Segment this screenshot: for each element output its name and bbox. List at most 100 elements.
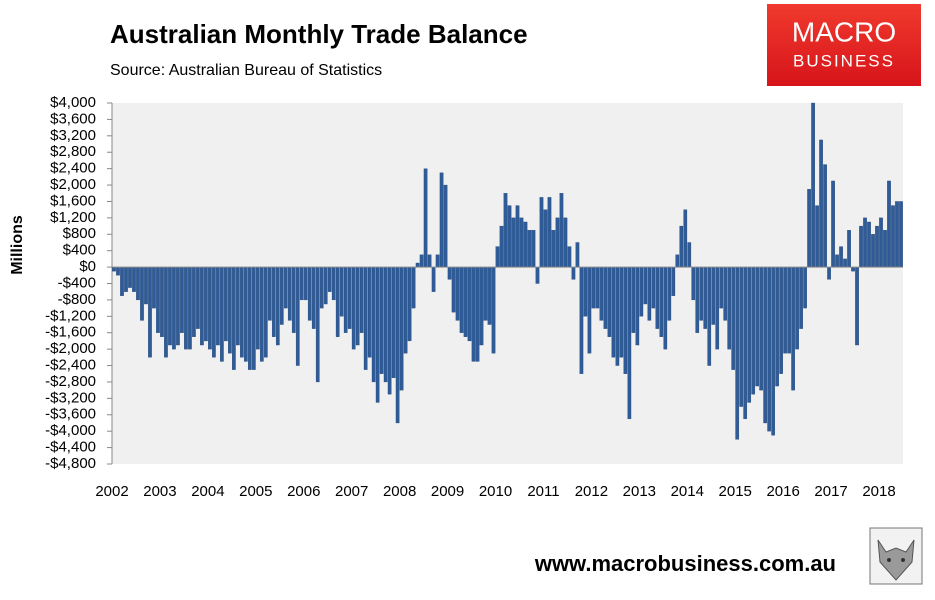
bar xyxy=(483,266,488,321)
bar xyxy=(427,254,432,268)
bar xyxy=(315,266,320,383)
bar xyxy=(651,266,656,309)
bar xyxy=(787,266,791,354)
y-tick-label: $2,000 xyxy=(50,176,96,193)
bar xyxy=(807,188,811,268)
bar xyxy=(327,266,332,292)
bar xyxy=(435,254,440,268)
bar xyxy=(443,184,448,268)
bar xyxy=(475,266,480,362)
bar xyxy=(667,266,672,321)
bar xyxy=(603,266,608,329)
x-tick-label: 2017 xyxy=(814,483,847,500)
y-tick-label: $1,200 xyxy=(50,209,96,226)
bar xyxy=(471,266,476,362)
x-tick-label: 2013 xyxy=(623,483,656,500)
bar xyxy=(152,266,156,309)
bar xyxy=(851,266,855,272)
bar xyxy=(899,201,903,268)
y-tick-label: $4,000 xyxy=(50,94,96,111)
bar xyxy=(263,266,268,358)
bar xyxy=(559,193,564,268)
bar xyxy=(196,266,200,329)
bar xyxy=(719,266,724,309)
bar xyxy=(767,266,771,432)
bar xyxy=(879,217,883,268)
bar xyxy=(751,266,756,395)
bar xyxy=(599,266,604,321)
bar xyxy=(395,266,400,424)
bar xyxy=(447,266,452,280)
y-tick-label: -$1,600 xyxy=(45,324,96,341)
y-tick-label: -$2,000 xyxy=(45,340,96,357)
bar xyxy=(699,266,704,321)
bar xyxy=(339,266,344,317)
bar xyxy=(375,266,380,403)
bar xyxy=(479,266,484,346)
bar xyxy=(208,266,212,350)
bar xyxy=(583,266,588,317)
bar xyxy=(351,266,356,350)
bar xyxy=(399,266,404,391)
bar xyxy=(387,266,392,395)
bar xyxy=(827,266,831,280)
bar xyxy=(635,266,640,346)
bar xyxy=(275,266,280,346)
bar xyxy=(124,266,128,292)
bar xyxy=(247,266,252,370)
bar xyxy=(120,266,124,296)
bar xyxy=(168,266,172,346)
bar xyxy=(355,266,360,346)
y-tick-label: $2,400 xyxy=(50,160,96,177)
bar xyxy=(279,266,284,325)
bar xyxy=(551,230,556,268)
bar xyxy=(204,266,208,342)
bar xyxy=(491,266,496,354)
bar xyxy=(232,266,236,370)
bar xyxy=(371,266,376,383)
bar xyxy=(731,266,736,370)
bar xyxy=(887,180,891,268)
bar xyxy=(255,266,260,350)
bar xyxy=(895,201,899,268)
bar xyxy=(867,221,871,268)
bar xyxy=(160,266,164,337)
bar xyxy=(463,266,468,337)
bar xyxy=(703,266,708,329)
bar xyxy=(855,266,859,346)
bar xyxy=(759,266,764,391)
x-tick-label: 2016 xyxy=(766,483,799,500)
bar xyxy=(835,254,839,268)
x-tick-label: 2003 xyxy=(143,483,176,500)
bar xyxy=(403,266,408,354)
bar xyxy=(747,266,752,403)
bar xyxy=(871,234,875,268)
bar xyxy=(623,266,628,374)
bar xyxy=(607,266,612,337)
bar xyxy=(739,266,744,407)
bar xyxy=(683,209,688,268)
x-tick-label: 2015 xyxy=(719,483,752,500)
bar xyxy=(451,266,456,313)
bar xyxy=(287,266,292,321)
bar xyxy=(671,266,676,296)
bar xyxy=(735,266,740,440)
bar xyxy=(839,246,843,268)
bar xyxy=(411,266,416,309)
x-tick-label: 2005 xyxy=(239,483,272,500)
bar xyxy=(743,266,748,420)
bar xyxy=(803,266,807,309)
bar xyxy=(563,217,568,268)
y-tick-label: $0 xyxy=(79,258,96,275)
y-tick-label: -$1,200 xyxy=(45,307,96,324)
bar xyxy=(503,193,508,268)
bar xyxy=(224,266,228,342)
bar xyxy=(679,225,684,268)
x-tick-label: 2012 xyxy=(575,483,608,500)
y-tick-label: -$4,400 xyxy=(45,439,96,456)
bar xyxy=(144,266,148,305)
bar xyxy=(579,266,584,374)
bar xyxy=(323,266,328,305)
x-tick-label: 2014 xyxy=(671,483,704,500)
